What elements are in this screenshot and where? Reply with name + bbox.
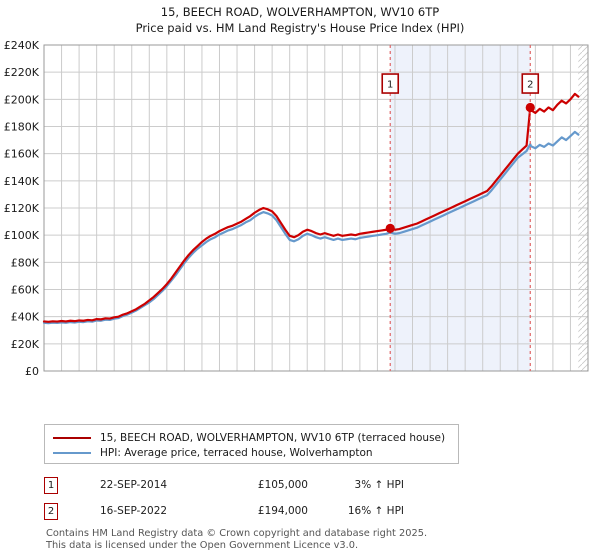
title-line-2: Price paid vs. HM Land Registry's House … — [135, 21, 465, 35]
legend-label-property: 15, BEECH ROAD, WOLVERHAMPTON, WV10 6TP … — [100, 431, 446, 444]
y-axis-tick-label: £20K — [11, 338, 40, 351]
copyright-footer: Contains HM Land Registry data © Crown c… — [46, 528, 586, 552]
y-axis-tick-label: £240K — [4, 40, 40, 52]
y-axis-tick-label: £220K — [4, 66, 40, 79]
transaction-hpi-2: 16% ↑ HPI — [347, 505, 404, 517]
legend-swatch-hpi — [53, 451, 91, 454]
title-line-1: 15, BEECH ROAD, WOLVERHAMPTON, WV10 6TP — [160, 5, 440, 19]
sale-label-box — [521, 73, 540, 94]
y-axis-tick-label: £60K — [11, 284, 40, 297]
sale-point — [385, 223, 395, 233]
y-axis-tick-label: £200K — [4, 93, 40, 106]
chart-title: 15, BEECH ROAD, WOLVERHAMPTON, WV10 6TP … — [0, 4, 600, 36]
y-axis-tick-label: £160K — [4, 148, 40, 161]
sale-point — [525, 102, 535, 113]
y-axis-tick-label: £180K — [4, 121, 40, 134]
hpi-series-line — [42, 130, 580, 325]
transaction-date-1: 22-SEP-2014 — [100, 479, 168, 491]
sale-label-number: 2 — [527, 80, 533, 91]
sale-label-number: 1 — [387, 80, 393, 91]
y-axis-tick-label: £80K — [11, 256, 40, 269]
chart-legend: 15, BEECH ROAD, WOLVERHAMPTON, WV10 6TP … — [44, 424, 459, 464]
legend-item-property: 15, BEECH ROAD, WOLVERHAMPTON, WV10 6TP … — [53, 430, 450, 445]
transaction-price-2: £194,000 — [257, 505, 308, 517]
transaction-price-1: £105,000 — [257, 479, 308, 491]
transaction-badge-1: 1 — [44, 476, 58, 494]
y-axis-tick-label: £40K — [11, 311, 40, 324]
legend-item-hpi: HPI: Average price, terraced house, Wolv… — [53, 445, 450, 460]
legend-label-hpi: HPI: Average price, terraced house, Wolv… — [100, 446, 373, 459]
y-axis-tick-label: £120K — [4, 202, 40, 215]
footer-line-2: This data is licensed under the Open Gov… — [46, 540, 359, 551]
transaction-hpi-1: 3% ↑ HPI — [354, 479, 404, 491]
y-axis-tick-label: £0 — [25, 365, 39, 375]
chart-svg: £0 £20K £40K £60K £80K £100K £120K £140K £160K £1… — [4, 40, 589, 375]
price-history-chart: £0 £20K £40K £60K £80K £100K £120K £140K £160K £1… — [0, 40, 600, 375]
transaction-date-2: 16-SEP-2022 — [100, 505, 168, 517]
property-series-line — [42, 92, 580, 323]
legend-swatch-property — [53, 436, 91, 439]
transactions-table: 1 22-SEP-2014 £105,000 3% ↑ HPI 2 16-SEP… — [44, 472, 464, 524]
plot-border — [43, 44, 589, 372]
table-row[interactable]: 2 16-SEP-2022 £194,000 16% ↑ HPI — [44, 498, 464, 524]
transaction-badge-2: 2 — [44, 502, 58, 520]
footer-line-1: Contains HM Land Registry data © Crown c… — [46, 528, 428, 539]
y-axis-tick-label: £100K — [4, 229, 40, 242]
sale-label-box — [381, 73, 400, 94]
y-axis-tick-label: £140K — [4, 175, 40, 188]
table-row[interactable]: 1 22-SEP-2014 £105,000 3% ↑ HPI — [44, 472, 464, 498]
